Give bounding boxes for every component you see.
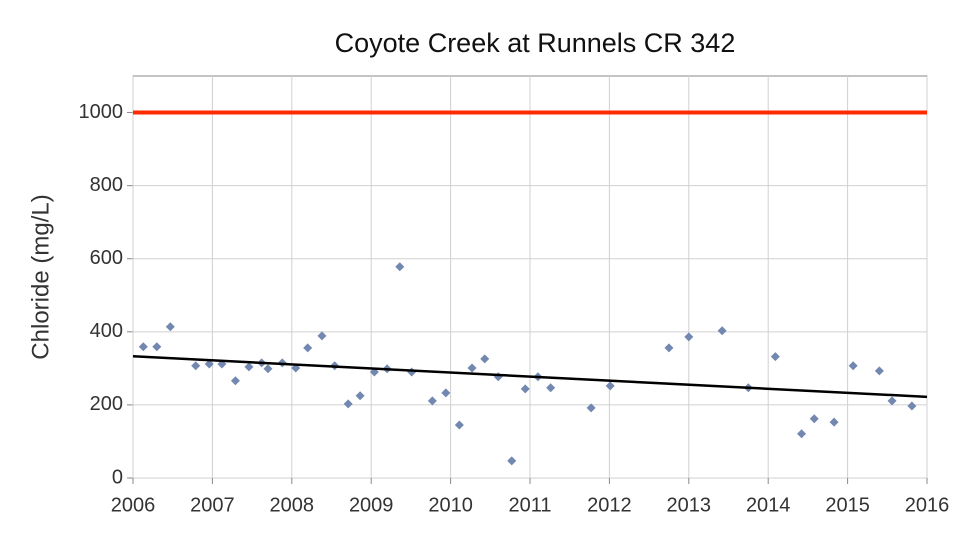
x-tick-label: 2010 (428, 494, 473, 516)
data-point (454, 420, 464, 430)
y-tick-label: 0 (112, 466, 123, 488)
x-tick-label: 2006 (111, 494, 156, 516)
data-point (605, 381, 615, 391)
data-point (809, 414, 819, 424)
y-tick-label: 200 (90, 393, 123, 415)
data-point (664, 343, 674, 353)
x-tick-label: 2007 (190, 494, 235, 516)
data-point (152, 342, 162, 352)
data-point (507, 456, 517, 466)
y-tick-label: 1000 (79, 101, 124, 123)
data-point (263, 364, 273, 374)
data-point (848, 361, 858, 371)
data-point (230, 376, 240, 386)
data-point (317, 331, 327, 341)
data-point (467, 363, 477, 373)
x-tick-label: 2011 (508, 494, 551, 516)
x-tick-label: 2008 (270, 494, 315, 516)
data-point (244, 362, 254, 372)
data-point (355, 391, 365, 401)
data-point (907, 401, 917, 411)
data-point (887, 396, 897, 406)
data-point (395, 262, 405, 272)
y-tick-label: 800 (90, 174, 123, 196)
data-point (717, 326, 727, 336)
data-point (138, 342, 148, 352)
x-tick-label: 2013 (667, 494, 712, 516)
y-tick-label: 600 (90, 247, 123, 269)
x-tick-label: 2016 (905, 494, 950, 516)
trend-line (132, 355, 928, 399)
x-tick-label: 2015 (825, 494, 870, 516)
x-tick-label: 2014 (746, 494, 791, 516)
data-point (480, 354, 490, 364)
data-point (874, 366, 884, 376)
data-point (546, 383, 556, 393)
x-tick-label: 2009 (349, 494, 394, 516)
data-point (191, 361, 201, 371)
x-tick-label: 2012 (587, 494, 632, 516)
data-point (520, 384, 530, 394)
y-axis-label: Chloride (mg/L) (27, 194, 54, 359)
data-point (303, 343, 313, 353)
data-point (586, 403, 596, 413)
chart-title: Coyote Creek at Runnels CR 342 (335, 28, 736, 58)
data-point (770, 352, 780, 362)
y-tick-label: 400 (90, 320, 123, 342)
data-point (829, 417, 839, 427)
data-point (797, 429, 807, 439)
data-point (204, 359, 214, 369)
data-point (343, 399, 353, 409)
data-point (427, 396, 437, 406)
data-point (441, 388, 451, 398)
data-point (684, 332, 694, 342)
data-point (165, 322, 175, 332)
